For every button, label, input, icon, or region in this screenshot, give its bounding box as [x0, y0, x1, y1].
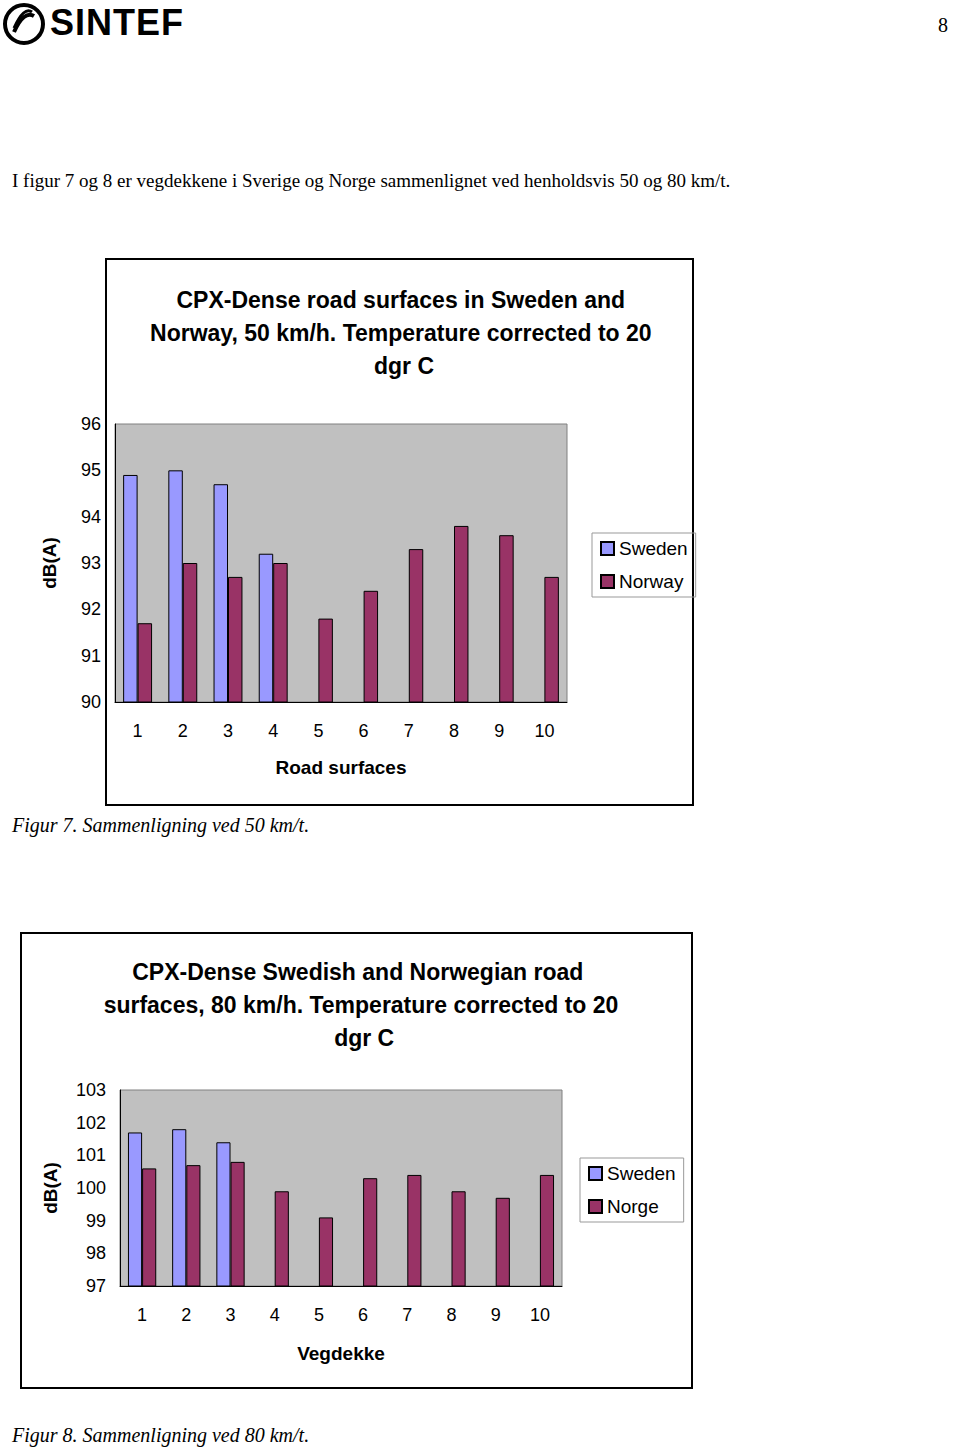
- svg-text:1: 1: [133, 721, 143, 741]
- svg-text:96: 96: [81, 414, 101, 434]
- html-text:Figur 8. Sammenligning ved 80: Figur 8. Sammenligning ved 80 km/t.: [12, 1424, 310, 1446]
- svg-text:Norge: Norge: [607, 1196, 659, 1217]
- svg-text:dgr C: dgr C: [328, 1025, 394, 1051]
- svg-text:103: 103: [76, 1080, 106, 1100]
- html-text:Figur 7. Sammenligning ved 50: Figur 7. Sammenligning ved 50 km/t.: [12, 814, 310, 836]
- svg-text:Norway: Norway: [619, 571, 684, 592]
- svg-text:94: 94: [81, 507, 101, 527]
- svg-text:4: 4: [270, 1305, 280, 1325]
- svg-text:3: 3: [225, 1305, 235, 1325]
- html-text:SINTEF: SINTEF: [50, 2, 184, 43]
- svg-text:Road surfaces: Road surfaces: [276, 757, 407, 778]
- svg-text:9: 9: [494, 721, 504, 741]
- svg-text:Sweden: Sweden: [619, 538, 688, 559]
- svg-text:Norway, 50 km/h. Temperature c: Norway, 50 km/h. Temperature corrected t…: [150, 320, 658, 346]
- svg-text:90: 90: [81, 692, 101, 712]
- svg-text:5: 5: [313, 721, 323, 741]
- svg-text:8: 8: [446, 1305, 456, 1325]
- svg-text:93: 93: [81, 553, 101, 573]
- svg-text:100: 100: [76, 1178, 106, 1198]
- svg-text:6: 6: [358, 1305, 368, 1325]
- svg-text:CPX-Dense road surfaces in Swe: CPX-Dense road surfaces in Sweden and: [176, 287, 631, 313]
- svg-text:97: 97: [86, 1276, 106, 1296]
- svg-text:102: 102: [76, 1113, 106, 1133]
- svg-text:101: 101: [76, 1145, 106, 1165]
- svg-text:6: 6: [359, 721, 369, 741]
- svg-text:98: 98: [86, 1243, 106, 1263]
- svg-text:dB(A): dB(A): [39, 537, 60, 589]
- svg-text:Vegdekke: Vegdekke: [297, 1343, 385, 1364]
- svg-text:dgr C: dgr C: [374, 353, 434, 379]
- svg-text:surfaces, 80 km/h. Temperature: surfaces, 80 km/h. Temperature corrected…: [104, 992, 619, 1018]
- svg-text:99: 99: [86, 1211, 106, 1231]
- svg-text:dB(A): dB(A): [40, 1162, 61, 1214]
- html-text:8: 8: [938, 14, 948, 36]
- svg-text:2: 2: [181, 1305, 191, 1325]
- svg-text:2: 2: [178, 721, 188, 741]
- svg-text:7: 7: [402, 1305, 412, 1325]
- svg-text:95: 95: [81, 460, 101, 480]
- svg-text:7: 7: [404, 721, 414, 741]
- svg-text:5: 5: [314, 1305, 324, 1325]
- svg-text:1: 1: [137, 1305, 147, 1325]
- svg-text:3: 3: [223, 721, 233, 741]
- svg-text:9: 9: [491, 1305, 501, 1325]
- svg-text:10: 10: [534, 721, 554, 741]
- svg-text:92: 92: [81, 599, 101, 619]
- svg-text:CPX-Dense Swedish and Norwegia: CPX-Dense Swedish and Norwegian road: [132, 959, 590, 985]
- html-text:I figur 7 og 8 er vegdekkene i: I figur 7 og 8 er vegdekkene i Sverige o…: [12, 170, 731, 191]
- svg-text:8: 8: [449, 721, 459, 741]
- svg-text:10: 10: [530, 1305, 550, 1325]
- svg-text:91: 91: [81, 646, 101, 666]
- svg-text:4: 4: [268, 721, 278, 741]
- svg-text:Sweden: Sweden: [607, 1163, 676, 1184]
